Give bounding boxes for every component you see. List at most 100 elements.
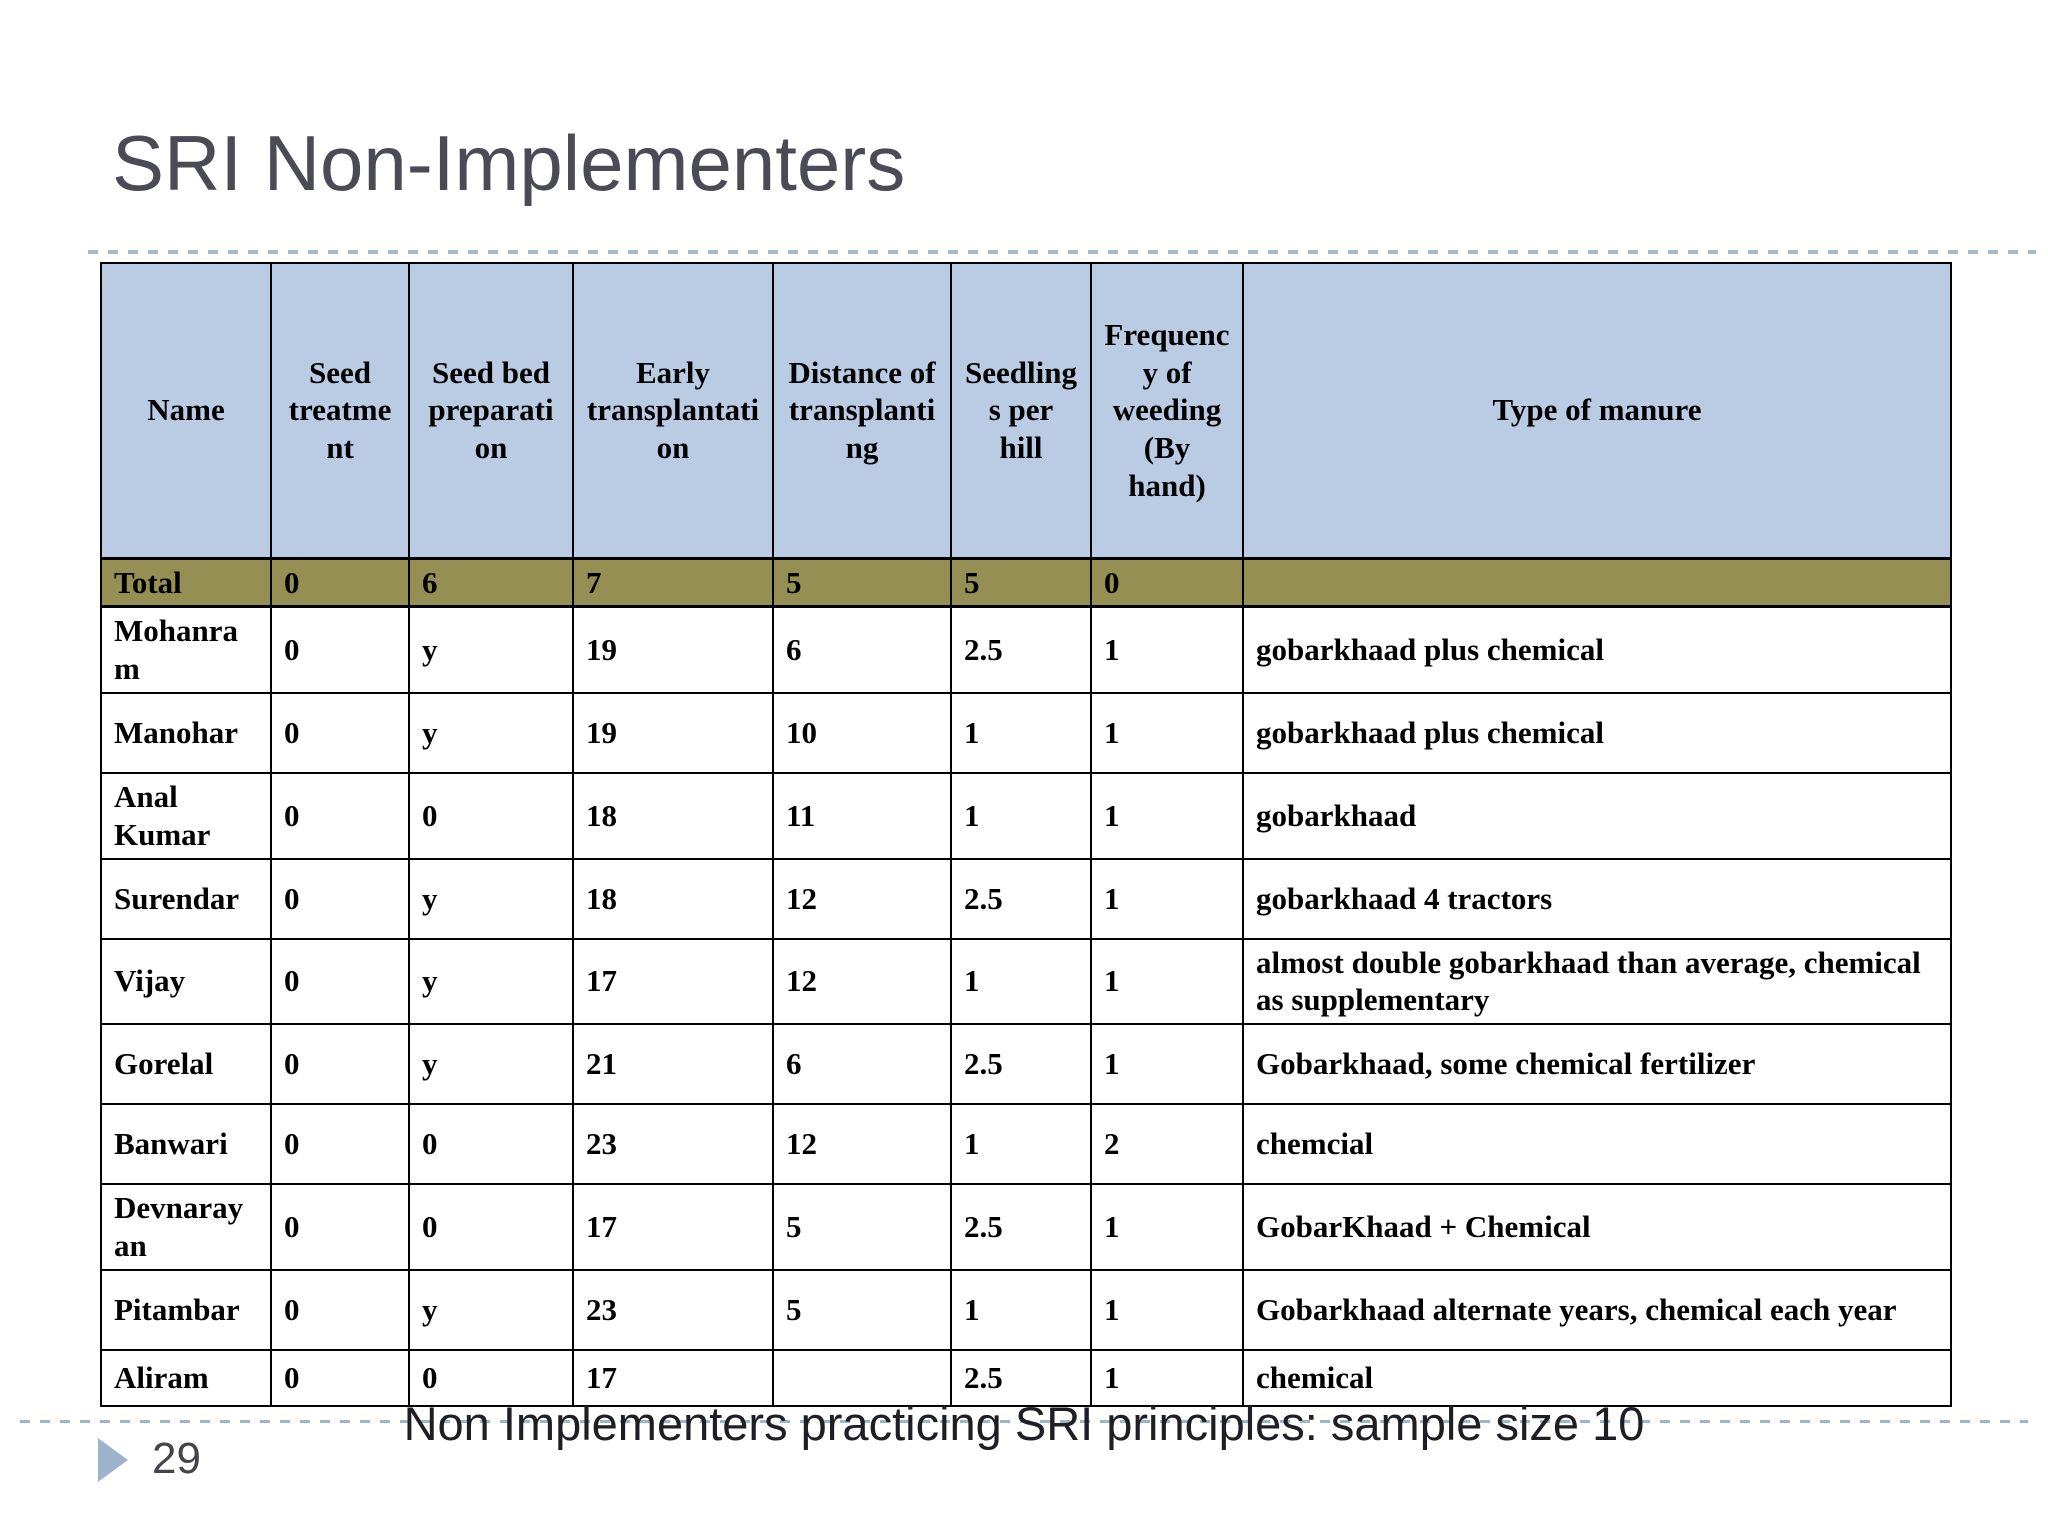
total-row-label: Total [100,556,272,609]
cell-type-of-manure: Gobarkhaad, some chemical fertilizer [1242,1023,1952,1106]
cell-early-transplantation: 17 [572,1348,774,1407]
cell-seedlings-per-hill: 1 [950,691,1092,774]
cell-name: Banwari [100,1103,272,1186]
cell-seedlings-per-hill: 2.5 [950,605,1092,694]
total-cell-seedlings-per-hill: 5 [950,556,1092,609]
cell-frequency-of-weeding: 1 [1090,1023,1244,1106]
cell-seed-bed-preparation: y [408,605,574,694]
total-cell-type-of-manure [1242,556,1952,609]
cell-seedlings-per-hill: 2.5 [950,1023,1092,1106]
header-cell-type-of-manure: Type of manure [1242,262,1952,559]
cell-name: Vijay [100,937,272,1026]
header-cell-seed-treatment: Seed treatment [270,262,410,559]
cell-name: Gorelal [100,1023,272,1106]
cell-seed-bed-preparation: 0 [408,1103,574,1186]
cell-name: Aliram [100,1348,272,1407]
cell-early-transplantation: 19 [572,691,774,774]
page-title: SRI Non-Implementers [112,119,906,207]
cell-name: Mohanram [100,605,272,694]
cell-seed-treatment: 0 [270,937,410,1026]
cell-frequency-of-weeding: 1 [1090,857,1244,940]
cell-name: Anal Kumar [100,771,272,860]
cell-seed-treatment: 0 [270,1023,410,1106]
cell-seed-bed-preparation: y [408,937,574,1026]
cell-frequency-of-weeding: 1 [1090,937,1244,1026]
cell-frequency-of-weeding: 1 [1090,605,1244,694]
cell-type-of-manure: gobarkhaad plus chemical [1242,691,1952,774]
cell-distance-of-transplanting [772,1348,952,1407]
footer-dashed-line [20,1420,2028,1423]
cell-type-of-manure: gobarkhaad plus chemical [1242,605,1952,694]
header-row: Name Seed treatment Seed bed preparation Ea… [100,262,1952,559]
table-row-anal-kumar: Anal Kumar 0 0 18 11 1 1 gobarkhaad [100,771,1952,860]
cell-seed-bed-preparation: y [408,1268,574,1351]
caption: Non Implementers practicing SRI principl… [403,1397,1645,1450]
table-row-surendar: Surendar 0 y 18 12 2.5 1 gobarkhaad 4 tractors [100,857,1952,940]
cell-type-of-manure: Gobarkhaad alternate years, chemical eac… [1242,1268,1952,1351]
cell-type-of-manure: gobarkhaad [1242,771,1952,860]
cell-name: Pitambar [100,1268,272,1351]
cell-early-transplantation: 21 [572,1023,774,1106]
cell-seed-bed-preparation: 0 [408,1183,574,1271]
slide-number-arrow-icon [98,1438,128,1482]
cell-type-of-manure: chemical [1242,1348,1952,1407]
cell-seedlings-per-hill: 2.5 [950,1183,1092,1271]
cell-seed-treatment: 0 [270,1268,410,1351]
cell-type-of-manure: chemcial [1242,1103,1952,1186]
cell-seed-treatment: 0 [270,1183,410,1271]
slide-number: 29 [152,1434,201,1483]
header-cell-distance-of-transplanting: Distance of transplanting [772,262,952,559]
cell-distance-of-transplanting: 12 [772,937,952,1026]
cell-early-transplantation: 18 [572,771,774,860]
table-row-gorelal: Gorelal 0 y 21 6 2.5 1 Gobarkhaad, some chemica… [100,1023,1952,1106]
total-cell-seed-bed-preparation: 6 [408,556,574,609]
cell-distance-of-transplanting: 6 [772,1023,952,1106]
cell-distance-of-transplanting: 5 [772,1268,952,1351]
cell-early-transplantation: 17 [572,937,774,1026]
cell-seedlings-per-hill: 1 [950,1103,1092,1186]
cell-early-transplantation: 18 [572,857,774,940]
header-cell-name: Name [100,262,272,559]
table-row-aliram: Aliram 0 0 17 2.5 1 chemical [100,1348,1952,1407]
cell-type-of-manure: gobarkhaad 4 tractors [1242,857,1952,940]
cell-seed-treatment: 0 [270,1103,410,1186]
cell-type-of-manure: almost double gobarkhaad than average, c… [1242,937,1952,1026]
cell-seed-treatment: 0 [270,771,410,860]
total-cell-seed-treatment: 0 [270,556,410,609]
total-cell-frequency-of-weeding: 0 [1090,556,1244,609]
cell-seed-treatment: 0 [270,857,410,940]
cell-seed-bed-preparation: y [408,1023,574,1106]
header-cell-seed-bed-preparation: Seed bed preparation [408,262,574,559]
cell-seedlings-per-hill: 1 [950,771,1092,860]
cell-seed-bed-preparation: 0 [408,1348,574,1407]
cell-name: Manohar [100,691,272,774]
cell-distance-of-transplanting: 10 [772,691,952,774]
cell-seedlings-per-hill: 2.5 [950,1348,1092,1407]
total-cell-early-transplantation: 7 [572,556,774,609]
cell-early-transplantation: 23 [572,1268,774,1351]
table-row-devnarayan: Devnarayan 0 0 17 5 2.5 1 GobarKhaad + Chemical [100,1183,1952,1271]
cell-seed-treatment: 0 [270,1348,410,1407]
cell-distance-of-transplanting: 12 [772,1103,952,1186]
table-row-mohanram: Mohanram 0 y 19 6 2.5 1 gobarkhaad plus chemica… [100,605,1952,694]
total-row: Total 0 6 7 5 5 0 [100,556,1952,609]
cell-frequency-of-weeding: 1 [1090,1348,1244,1407]
total-cell-distance-of-transplanting: 5 [772,556,952,609]
title-divider-dashed-line [88,250,2036,254]
cell-seedlings-per-hill: 1 [950,937,1092,1026]
table-row-vijay: Vijay 0 y 17 12 1 1 almost double gobarkhaad th… [100,937,1952,1026]
cell-name: Devnarayan [100,1183,272,1271]
cell-frequency-of-weeding: 2 [1090,1103,1244,1186]
cell-frequency-of-weeding: 1 [1090,1183,1244,1271]
cell-distance-of-transplanting: 5 [772,1183,952,1271]
cell-seed-bed-preparation: y [408,691,574,774]
cell-frequency-of-weeding: 1 [1090,1268,1244,1351]
table-row-manohar: Manohar 0 y 19 10 1 1 gobarkhaad plus chemical [100,691,1952,774]
cell-name: Surendar [100,857,272,940]
cell-distance-of-transplanting: 11 [772,771,952,860]
cell-seedlings-per-hill: 2.5 [950,857,1092,940]
cell-early-transplantation: 19 [572,605,774,694]
cell-seed-bed-preparation: y [408,857,574,940]
cell-early-transplantation: 17 [572,1183,774,1271]
